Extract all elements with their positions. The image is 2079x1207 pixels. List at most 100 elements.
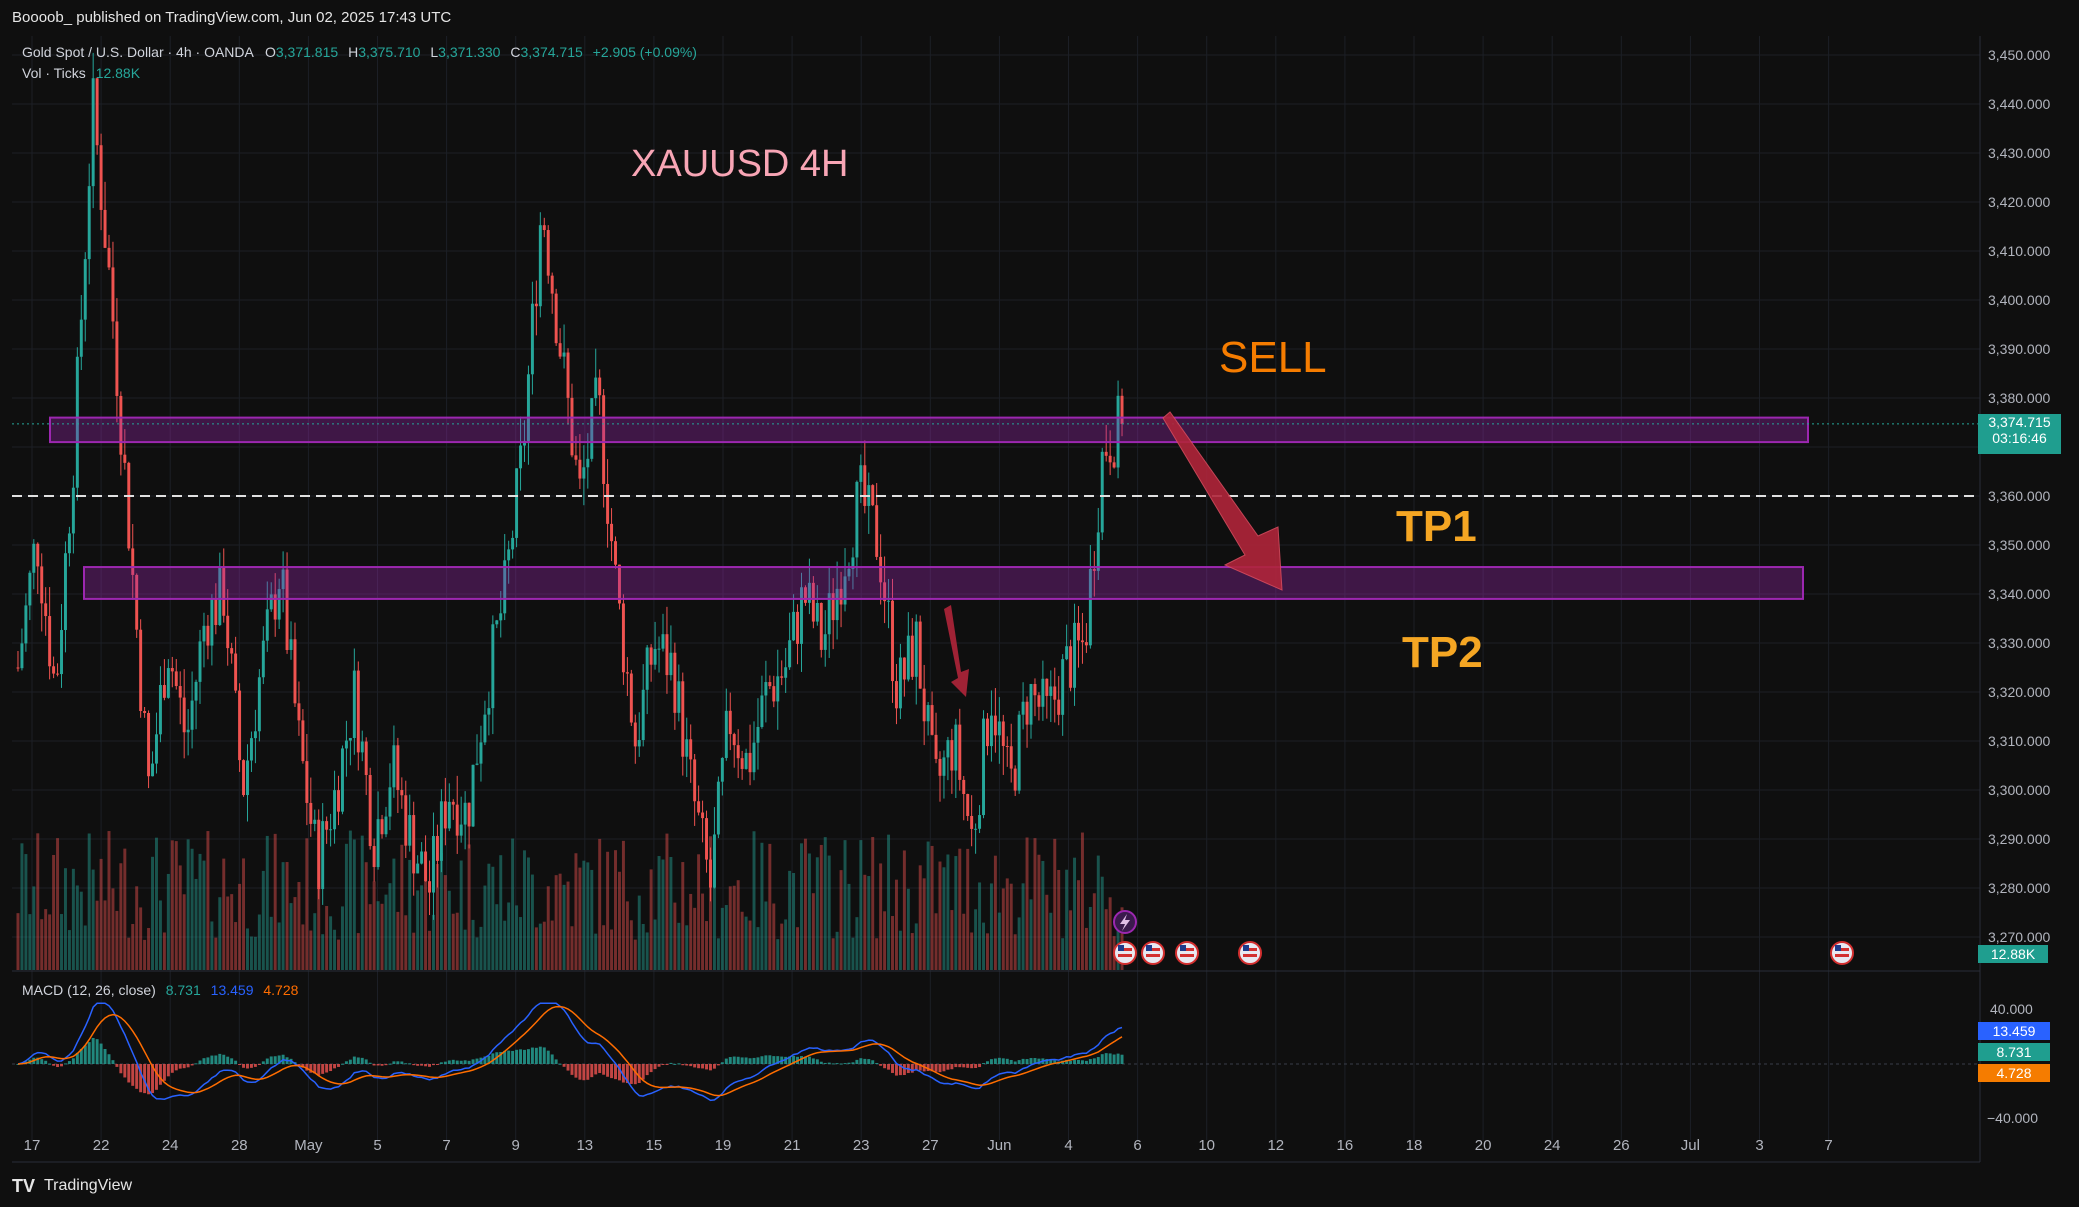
volume-bar bbox=[772, 903, 776, 970]
candle-body bbox=[796, 611, 800, 644]
price-tick-label: 3,280.000 bbox=[1988, 880, 2050, 896]
chart-title[interactable]: XAUUSD 4H bbox=[631, 143, 849, 185]
candle-body bbox=[333, 790, 337, 830]
price-tick-label: 3,310.000 bbox=[1988, 733, 2050, 749]
volume-bar bbox=[859, 840, 863, 970]
macd-histogram-bar bbox=[119, 1064, 123, 1074]
candle-body bbox=[475, 763, 479, 765]
volume-bar bbox=[784, 919, 788, 970]
macd-histogram-bar bbox=[214, 1055, 218, 1064]
macd-histogram-bar bbox=[206, 1057, 210, 1064]
lightning-event-icon[interactable] bbox=[1113, 910, 1137, 934]
volume-bar bbox=[428, 930, 431, 970]
candle-body bbox=[87, 186, 91, 260]
macd-legend[interactable]: MACD (12, 26, close) 8.731 13.459 4.728 bbox=[22, 982, 298, 998]
us-flag-event-icon[interactable] bbox=[1830, 941, 1854, 965]
volume-bar bbox=[1005, 878, 1009, 970]
candle-body bbox=[914, 621, 918, 677]
candle-body bbox=[24, 605, 28, 644]
candle-body bbox=[281, 569, 285, 590]
tp-zone[interactable] bbox=[83, 566, 1804, 600]
candle-body bbox=[495, 620, 499, 625]
volume-bar bbox=[740, 911, 744, 970]
macd-histogram-bar bbox=[408, 1063, 412, 1065]
candle-body bbox=[653, 648, 657, 665]
signal-value: 13.459 bbox=[210, 982, 254, 998]
candle-body bbox=[170, 668, 174, 672]
volume-bar bbox=[475, 937, 479, 970]
volume-legend[interactable]: Vol · Ticks 12.88K bbox=[22, 65, 140, 81]
macd-histogram-bar bbox=[558, 1063, 562, 1065]
candle-body bbox=[368, 775, 372, 847]
us-flag-event-icon[interactable] bbox=[1238, 941, 1262, 965]
candle-body bbox=[614, 541, 617, 565]
macd-histogram-bar bbox=[396, 1061, 400, 1064]
macd-histogram-bar bbox=[709, 1064, 712, 1071]
candle-body bbox=[487, 708, 491, 715]
candle-body bbox=[348, 738, 352, 741]
us-flag-event-icon[interactable] bbox=[1141, 941, 1165, 965]
macd-histogram-bar bbox=[1065, 1059, 1069, 1064]
volume-bar bbox=[1033, 838, 1037, 970]
macd-histogram-bar bbox=[966, 1064, 970, 1068]
macd-histogram-bar bbox=[946, 1064, 950, 1070]
macd-histogram-bar bbox=[720, 1062, 724, 1064]
macd-histogram-bar bbox=[416, 1064, 420, 1066]
candle-body bbox=[412, 815, 416, 874]
volume-bar bbox=[752, 831, 756, 970]
candle-body bbox=[190, 700, 194, 730]
volume-bar bbox=[756, 927, 760, 970]
candle-body bbox=[483, 714, 487, 743]
macd-histogram-bar bbox=[1013, 1061, 1017, 1064]
volume-bar bbox=[523, 850, 526, 970]
us-flag-event-icon[interactable] bbox=[1113, 941, 1137, 965]
volume-bar bbox=[534, 927, 538, 970]
symbol-legend[interactable]: Gold Spot / U.S. Dollar · 4h · OANDA O3,… bbox=[22, 44, 697, 60]
candle-body bbox=[352, 670, 356, 739]
macd-histogram-bar bbox=[566, 1064, 570, 1071]
sell-zone[interactable] bbox=[49, 416, 1809, 444]
candle-body bbox=[364, 741, 368, 776]
macd-histogram-bar bbox=[776, 1056, 780, 1064]
us-flag-event-icon[interactable] bbox=[1175, 941, 1199, 965]
candle-body bbox=[546, 230, 550, 276]
macd-histogram-bar bbox=[625, 1064, 629, 1084]
candle-body bbox=[1061, 659, 1065, 715]
tp2-label[interactable]: TP2 bbox=[1402, 628, 1483, 677]
volume-bar bbox=[768, 843, 772, 970]
candle-body bbox=[918, 621, 922, 689]
candle-body bbox=[894, 681, 898, 709]
candle-body bbox=[938, 758, 942, 776]
candle-body bbox=[273, 594, 277, 620]
volume-bar bbox=[606, 851, 610, 970]
macd-histogram-bar bbox=[534, 1047, 538, 1064]
volume-bar bbox=[982, 922, 985, 970]
low-value: 3,371.330 bbox=[438, 44, 501, 60]
candle-body bbox=[443, 801, 447, 829]
volume-bar bbox=[170, 840, 174, 970]
volume-bar bbox=[610, 929, 614, 970]
volume-bar bbox=[764, 901, 768, 970]
macd-histogram-bar bbox=[432, 1064, 435, 1066]
tp1-label[interactable]: TP1 bbox=[1396, 502, 1477, 551]
sell-label[interactable]: SELL bbox=[1219, 333, 1327, 382]
macd-histogram-bar bbox=[519, 1049, 523, 1064]
macd-histogram-bar bbox=[855, 1059, 859, 1064]
volume-bar bbox=[1108, 897, 1112, 970]
macd-histogram-bar bbox=[883, 1064, 887, 1069]
candle-body bbox=[16, 667, 20, 669]
volume-bar bbox=[503, 920, 507, 970]
candle-body bbox=[606, 483, 610, 524]
macd-tag: 8.731 bbox=[1978, 1043, 2050, 1061]
volume-bar bbox=[586, 862, 590, 970]
macd-histogram-bar bbox=[487, 1055, 491, 1064]
tradingview-logo-icon: TV bbox=[12, 1176, 36, 1196]
macd-histogram-bar bbox=[637, 1064, 641, 1084]
volume-bar bbox=[238, 883, 242, 970]
macd-histogram-bar bbox=[269, 1056, 273, 1064]
volume-bar bbox=[938, 861, 942, 970]
macd-histogram-bar bbox=[701, 1064, 705, 1069]
candle-body bbox=[56, 673, 60, 675]
macd-histogram-bar bbox=[570, 1064, 574, 1075]
